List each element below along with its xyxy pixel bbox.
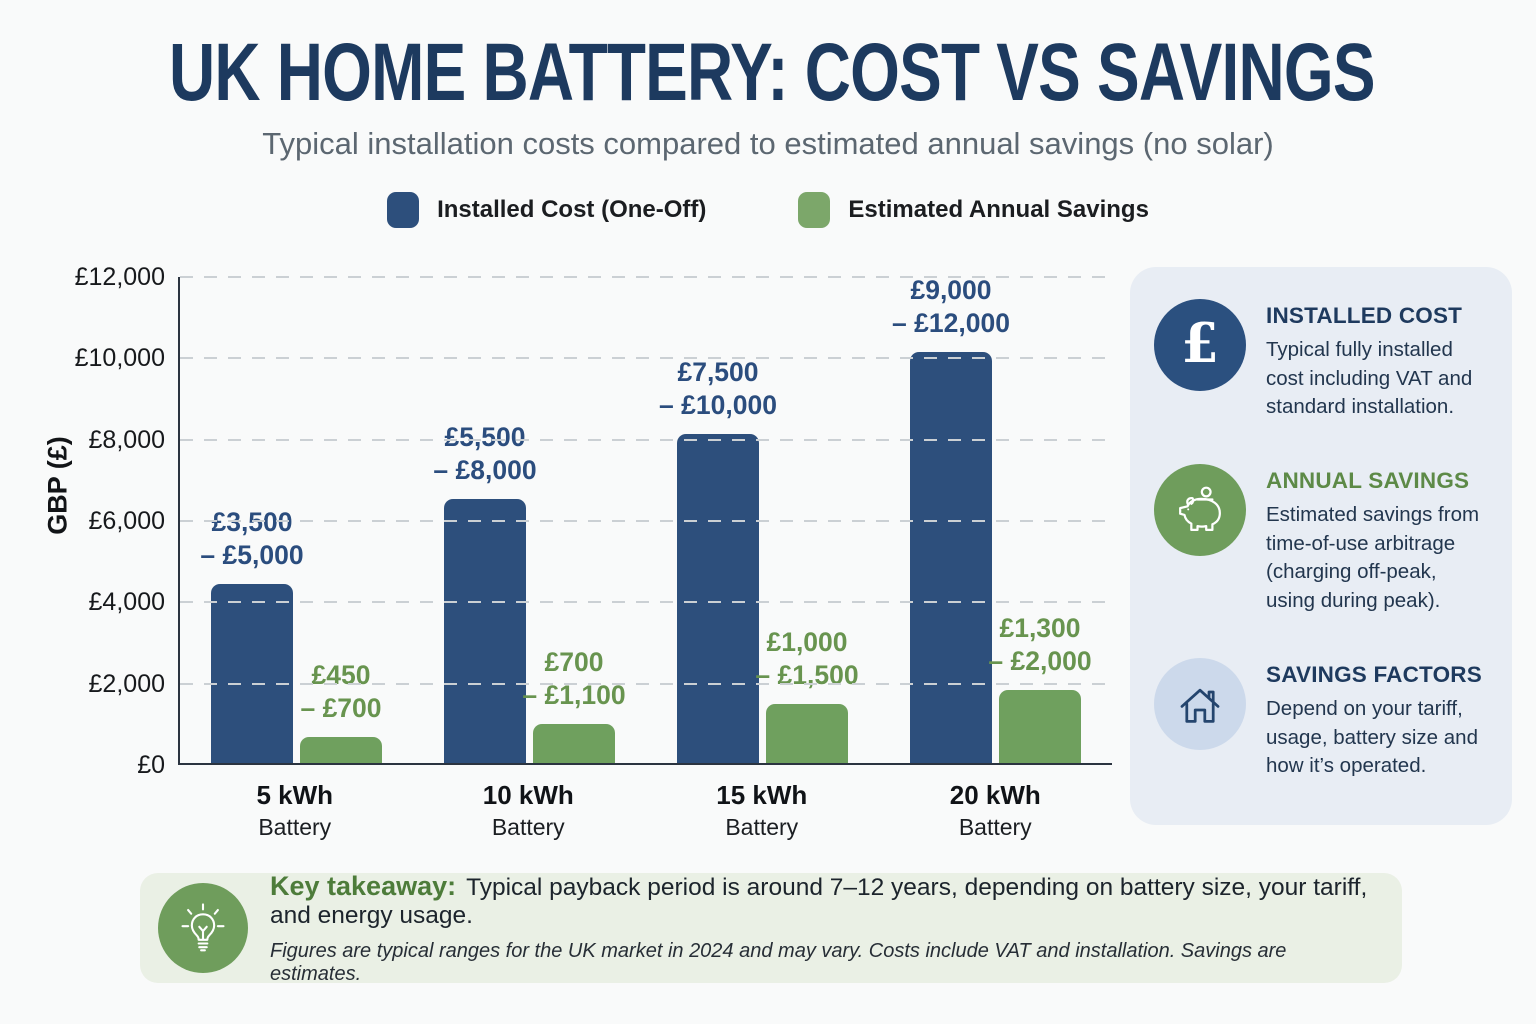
bar-column: £1,000 – £1,500 bbox=[755, 277, 859, 763]
x-axis-label-10-kwh: 10 kWh Battery bbox=[412, 780, 646, 841]
legend-swatch-annual-savings bbox=[798, 192, 831, 228]
cost-bar-5-kwh bbox=[211, 584, 293, 763]
info-heading: SAVINGS FACTORS bbox=[1266, 661, 1482, 687]
bar-range-label: £3,500 – £5,000 bbox=[200, 507, 304, 571]
category-subline: Battery bbox=[725, 814, 799, 840]
cost-bar-10-kwh bbox=[444, 498, 526, 763]
cost-bar-20-kwh bbox=[910, 352, 992, 763]
legend-label: Estimated Annual Savings bbox=[848, 196, 1149, 223]
lightbulb-icon bbox=[158, 883, 248, 973]
savings-bar-20-kwh bbox=[999, 689, 1081, 763]
chart-legend: Installed Cost (One-Off) Estimated Annua… bbox=[0, 192, 1536, 228]
y-tick-label: £8,000 bbox=[88, 425, 165, 454]
y-tick-label: £0 bbox=[137, 751, 165, 779]
gridline bbox=[180, 520, 1112, 522]
piggy-bank-icon bbox=[1154, 464, 1246, 557]
bar-range-label: £700 – £1,100 bbox=[522, 647, 626, 711]
y-tick-label: £6,000 bbox=[88, 507, 165, 535]
gridline bbox=[180, 357, 1112, 360]
bar-column: £9,000 – £12,000 bbox=[892, 275, 1010, 763]
cost-bar-15-kwh bbox=[677, 433, 759, 763]
bar-column: £3,500 – £5,000 bbox=[200, 277, 304, 763]
gridline bbox=[180, 682, 1112, 685]
takeaway-footnote: Figures are typical ranges for the UK ma… bbox=[270, 939, 1287, 985]
x-axis-label-15-kwh: 15 kWh Battery bbox=[645, 780, 879, 841]
y-tick-label: £12,000 bbox=[74, 263, 165, 291]
savings-bar-10-kwh bbox=[533, 724, 615, 763]
bar-column: £700 – £1,100 bbox=[522, 277, 626, 763]
house-icon bbox=[1154, 657, 1246, 750]
plot-area: £3,500 – £5,000 £450 – £700 £5,500 – £8,00… bbox=[178, 275, 1112, 765]
legend-label: Installed Cost (One-Off) bbox=[437, 196, 707, 223]
page-subtitle: Typical installation costs compared to e… bbox=[262, 126, 1274, 161]
bar-group-20-kwh: £9,000 – £12,000 £1,300 – £2,000 bbox=[879, 275, 1112, 763]
category-name: 5 kWh bbox=[256, 780, 334, 810]
x-axis-labels: 5 kWh Battery 10 kWh Battery 15 kWh Battery 20… bbox=[178, 780, 1112, 841]
bar-column: £5,500 – £8,000 bbox=[433, 277, 537, 763]
bar-group-5-kwh: £3,500 – £5,000 £450 – £700 bbox=[180, 277, 413, 763]
x-axis-label-5-kwh: 5 kWh Battery bbox=[178, 780, 412, 841]
bar-range-label: £450 – £700 bbox=[300, 659, 382, 723]
savings-bar-5-kwh bbox=[300, 736, 382, 763]
legend-swatch-installed-cost bbox=[387, 192, 420, 228]
category-subline: Battery bbox=[958, 814, 1032, 840]
key-takeaway-banner: Key takeaway: Typical payback period is a… bbox=[140, 870, 1402, 985]
bar-range-label: £9,000 – £12,000 bbox=[892, 275, 1010, 339]
y-tick-label: £2,000 bbox=[88, 669, 165, 698]
info-item-installed-cost: £ INSTALLED COST Typical fully installed… bbox=[1154, 299, 1488, 422]
page-title: UK HOME BATTERY: COST VS SAVINGS bbox=[168, 27, 1376, 118]
pound-icon: £ bbox=[1154, 299, 1246, 391]
bar-column: £7,500 – £10,000 bbox=[659, 277, 777, 763]
bar-range-label: £7,500 – £10,000 bbox=[659, 356, 777, 420]
takeaway-text: Typical payback period is around 7–12 ye… bbox=[270, 873, 1368, 929]
y-tick-label: £4,000 bbox=[88, 588, 165, 617]
y-axis-ticks: £12,000 £10,000 £8,000 £6,000 £4,000 £2,000 £0 bbox=[50, 263, 165, 779]
info-item-savings-factors: SAVINGS FACTORS Depend on your tariff, u… bbox=[1154, 657, 1488, 781]
category-name: 15 kWh bbox=[716, 780, 808, 810]
bar-column: £1,300 – £2,000 bbox=[988, 277, 1092, 763]
category-name: 10 kWh bbox=[482, 780, 574, 810]
info-heading: ANNUAL SAVINGS bbox=[1266, 468, 1470, 494]
takeaway-label: Key takeaway: bbox=[270, 870, 457, 901]
info-body: Estimated savings from time-of-use arbit… bbox=[1266, 503, 1480, 613]
info-body: Depend on your tariff, usage, battery si… bbox=[1266, 696, 1478, 778]
bar-group-10-kwh: £5,500 – £8,000 £700 – £1,100 bbox=[413, 277, 646, 763]
bar-range-label: £5,500 – £8,000 bbox=[433, 421, 537, 485]
bar-groups: £3,500 – £5,000 £450 – £700 £5,500 – £8,00… bbox=[180, 275, 1112, 763]
y-tick-label: £10,000 bbox=[74, 344, 165, 373]
gridline bbox=[180, 276, 1112, 278]
legend-item-installed-cost: Installed Cost (One-Off) bbox=[387, 192, 706, 228]
savings-bar-15-kwh bbox=[766, 704, 848, 763]
legend-item-annual-savings: Estimated Annual Savings bbox=[798, 192, 1149, 228]
gridline bbox=[180, 438, 1112, 441]
category-subline: Battery bbox=[491, 814, 565, 840]
gridline bbox=[180, 601, 1112, 604]
info-body: Typical fully installed cost including V… bbox=[1266, 338, 1473, 419]
category-subline: Battery bbox=[258, 814, 332, 840]
info-panel: £ INSTALLED COST Typical fully installed… bbox=[1130, 267, 1512, 825]
bar-range-label: £1,000 – £1,500 bbox=[755, 627, 859, 691]
x-axis-label-20-kwh: 20 kWh Battery bbox=[879, 780, 1113, 841]
bar-group-15-kwh: £7,500 – £10,000 £1,000 – £1,500 bbox=[646, 277, 879, 763]
info-item-annual-savings: ANNUAL SAVINGS Estimated savings from ti… bbox=[1154, 464, 1488, 616]
info-heading: INSTALLED COST bbox=[1266, 303, 1463, 328]
category-name: 20 kWh bbox=[949, 780, 1041, 810]
bar-range-label: £1,300 – £2,000 bbox=[988, 612, 1092, 676]
